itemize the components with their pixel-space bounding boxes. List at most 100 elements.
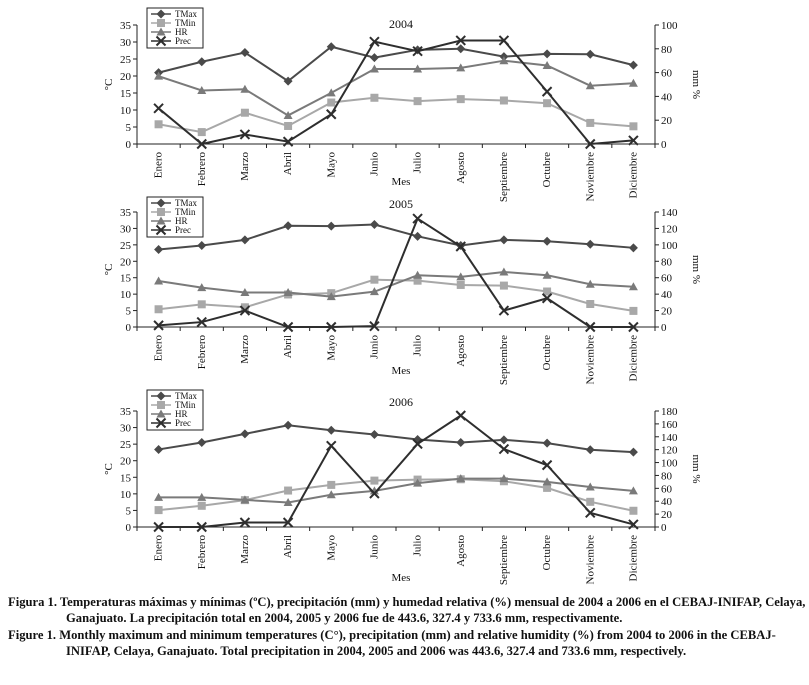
x-tick-label: Julio	[412, 535, 424, 557]
legend-label: HR	[175, 27, 188, 37]
x-tick-label: Diciembre	[627, 535, 639, 582]
left-tick-label: 5	[126, 122, 132, 134]
figure-caption-spanish: Figura 1. Temperaturas máximas y mínimas…	[8, 594, 808, 626]
x-tick-label: Marzo	[239, 335, 251, 364]
point-tmax	[413, 231, 423, 241]
point-tmax	[369, 430, 379, 440]
legend-marker	[156, 409, 166, 418]
series-line-tmax	[158, 45, 634, 83]
point-hr	[628, 78, 638, 87]
caption-text-en: Monthly maximum and minimum temperatures…	[59, 628, 776, 658]
point-tmax	[240, 48, 250, 58]
point-tmax	[542, 236, 552, 246]
legend-marker	[157, 19, 165, 27]
point-prec	[498, 305, 510, 316]
point-tmin	[284, 486, 293, 495]
legend-label: TMin	[175, 400, 196, 410]
point-tmin	[154, 506, 163, 515]
x-tick-label: Julio	[412, 335, 424, 357]
right-tick-label: 120	[661, 223, 678, 235]
legend-marker	[156, 391, 166, 401]
point-tmax	[413, 435, 423, 445]
point-tmin	[586, 118, 595, 127]
point-tmax	[585, 445, 595, 455]
x-tick-label: Julio	[412, 152, 424, 174]
legend-label: Prec	[175, 418, 191, 428]
x-tick-label: Agosto	[455, 535, 467, 567]
x-tick-label: Agosto	[455, 335, 467, 367]
point-prec	[585, 321, 596, 333]
x-tick-label: Octubre	[541, 152, 553, 188]
point-hr	[585, 81, 595, 90]
legend-marker	[155, 35, 167, 47]
point-prec	[585, 507, 596, 519]
series-prec	[153, 213, 639, 333]
y-axis-title: °C	[103, 463, 115, 475]
caption-text-es: Temperaturas máximas y mínimas (ºC), pre…	[59, 595, 806, 625]
series-line-tmin	[158, 278, 634, 312]
point-prec	[196, 316, 207, 328]
legend-marker	[156, 27, 166, 36]
point-hr	[240, 288, 250, 296]
point-tmax	[585, 239, 595, 249]
point-hr	[413, 478, 423, 487]
x-tick-label: Noviembre	[584, 152, 596, 202]
point-tmin	[586, 300, 595, 308]
left-tick-label: 5	[126, 505, 132, 517]
caption-label-en: Figure 1.	[8, 628, 57, 642]
point-hr	[499, 474, 509, 483]
x-tick-label: Mayo	[325, 535, 337, 561]
series-line-hr	[158, 59, 634, 117]
legend-label: TMax	[175, 198, 197, 208]
chart-title: 2004	[389, 17, 413, 31]
point-prec	[541, 293, 553, 304]
point-tmax	[326, 42, 336, 52]
series-line-tmin	[158, 96, 634, 134]
point-prec	[412, 213, 423, 224]
point-hr	[240, 84, 250, 93]
series-tmin	[154, 93, 638, 137]
x-tick-label: Diciembre	[627, 152, 639, 199]
x-tick-label: Enero	[153, 535, 165, 562]
series-line-prec	[158, 414, 634, 528]
point-hr	[283, 110, 293, 119]
point-tmax	[628, 447, 638, 457]
series-line-hr	[158, 270, 634, 298]
point-hr	[542, 270, 552, 279]
point-prec	[239, 129, 251, 140]
point-hr	[369, 64, 379, 73]
point-tmax	[326, 425, 336, 435]
point-tmax	[197, 437, 207, 447]
point-hr	[154, 276, 164, 285]
point-tmin	[413, 276, 422, 285]
x-tick-label: Marzo	[239, 535, 251, 564]
x-tick-label: Diciembre	[627, 335, 639, 382]
right-tick-label: 100	[661, 240, 678, 252]
point-tmin	[370, 275, 379, 284]
point-tmin	[499, 281, 508, 290]
legend-marker	[156, 9, 166, 19]
right-tick-label: 0	[661, 522, 667, 534]
point-prec	[239, 305, 251, 316]
point-prec	[455, 241, 466, 252]
point-tmin	[543, 99, 552, 108]
x-tick-label: Febrero	[196, 335, 208, 370]
series-line-tmin	[158, 478, 634, 512]
point-tmax	[369, 53, 379, 63]
point-prec	[369, 488, 380, 499]
right-tick-label: 60	[661, 273, 673, 285]
x-tick-label: Octubre	[541, 335, 553, 371]
x-tick-label: Septiembre	[498, 335, 510, 385]
left-tick-label: 0	[126, 139, 132, 151]
right-tick-label: 60	[661, 483, 673, 495]
series-prec	[153, 35, 639, 150]
left-tick-label: 15	[120, 273, 132, 285]
point-tmin	[629, 306, 638, 315]
point-tmin	[154, 305, 163, 314]
point-prec	[455, 35, 466, 46]
left-tick-label: 10	[120, 105, 132, 117]
legend-label: Prec	[175, 36, 191, 46]
point-hr	[283, 288, 293, 296]
x-tick-label: Febrero	[196, 535, 208, 570]
